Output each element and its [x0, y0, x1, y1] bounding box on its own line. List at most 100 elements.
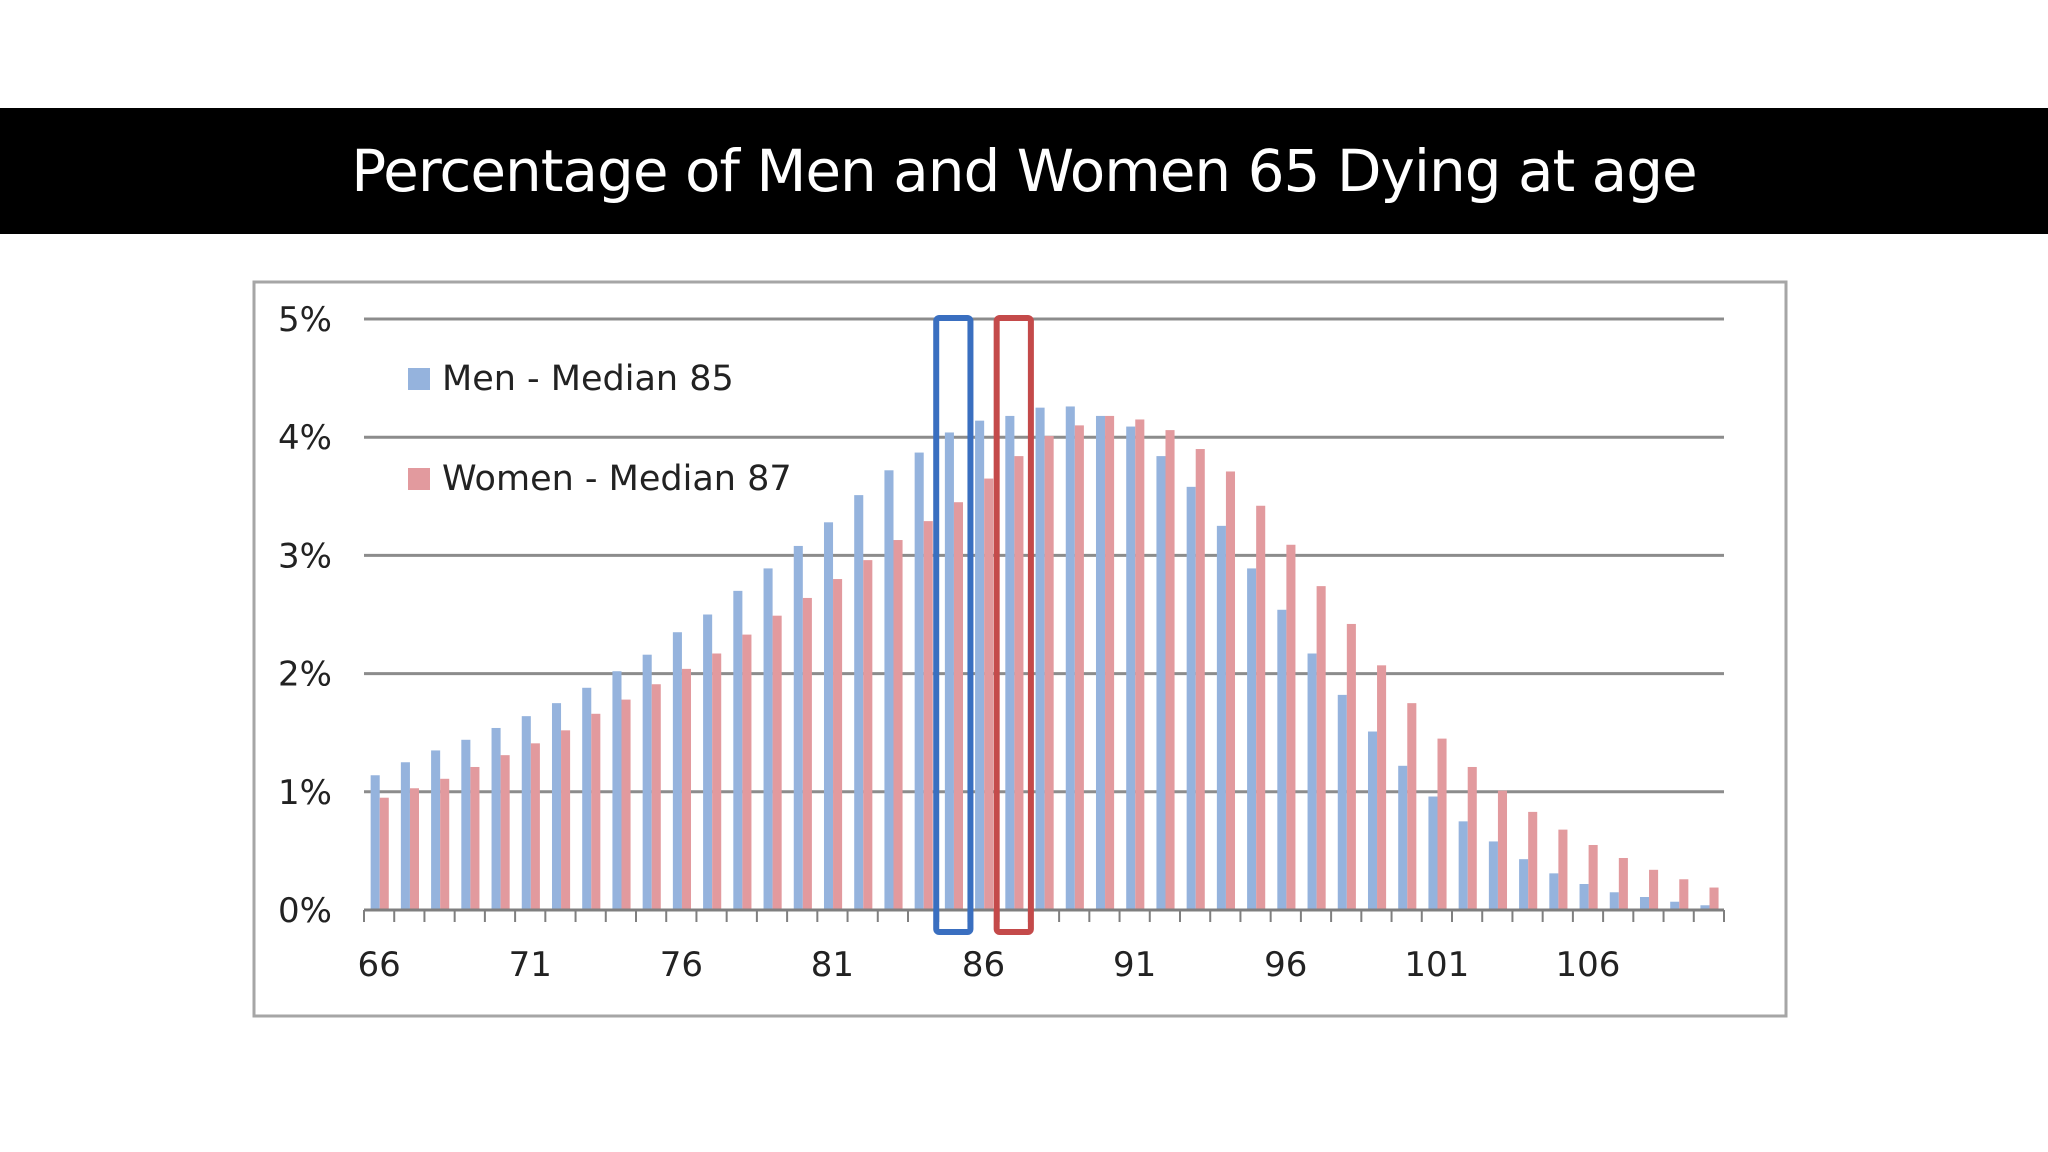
women-bar	[1225, 471, 1236, 910]
women-bar	[1346, 623, 1356, 910]
women-bar	[833, 579, 843, 910]
x-tick-label: 86	[962, 945, 1005, 985]
women-bar	[984, 478, 994, 910]
x-tick-label: 66	[357, 945, 400, 985]
women-bar	[530, 743, 540, 910]
y-tick-label: 5%	[278, 300, 332, 340]
legend-label-men: Men - Median 85	[442, 359, 734, 399]
men-bar	[1367, 731, 1378, 910]
men-bar	[1247, 568, 1257, 910]
title-bar: Percentage of Men and Women 65 Dying at …	[0, 108, 2048, 234]
women-bar	[1618, 857, 1628, 910]
men-bar	[1186, 486, 1196, 910]
women-bar	[591, 713, 601, 910]
men-bar	[370, 775, 380, 910]
men-bar	[703, 614, 713, 910]
women-bar	[1377, 665, 1387, 910]
men-bar	[1488, 841, 1498, 910]
men-bar	[793, 545, 803, 910]
women-bar	[1105, 415, 1115, 910]
y-tick-label: 4%	[278, 418, 332, 458]
bars	[370, 406, 1719, 910]
men-bar	[854, 495, 864, 910]
women-bar	[1558, 829, 1568, 910]
men-bar	[1277, 609, 1287, 910]
men-bar	[1307, 653, 1317, 910]
legend-swatch-men	[408, 368, 430, 390]
y-tick-label: 2%	[278, 655, 332, 695]
x-tick-label: 91	[1113, 945, 1156, 985]
women-bar	[1014, 456, 1024, 910]
men-bar	[582, 687, 592, 910]
men-bar	[642, 654, 652, 910]
men-bar	[1126, 426, 1136, 910]
x-axis: 66 71 76 81 86 91 96 101 106	[357, 908, 1725, 985]
men-median-highlight	[933, 315, 974, 935]
x-tick-label: 71	[509, 945, 552, 985]
women-bar	[953, 502, 964, 910]
women-bar	[621, 699, 631, 910]
y-tick-label: 0%	[278, 891, 332, 931]
women-bar	[1256, 505, 1266, 910]
slide-title: Percentage of Men and Women 65 Dying at …	[351, 137, 1697, 205]
x-tick-label: 101	[1404, 945, 1469, 985]
men-bar	[884, 470, 894, 910]
y-tick-label: 1%	[278, 773, 332, 813]
women-bar	[1044, 436, 1054, 910]
men-bar	[1700, 905, 1710, 910]
women-bar	[1286, 544, 1296, 910]
men-bar	[612, 671, 622, 910]
legend: Men - Median 85 Women - Median 87	[408, 359, 792, 499]
women-bar	[1649, 869, 1659, 910]
x-tick-label: 81	[811, 945, 854, 985]
men-bar	[1458, 821, 1468, 910]
women-bar	[863, 560, 873, 910]
women-bar	[1528, 811, 1538, 910]
men-bar	[1519, 859, 1529, 910]
men-bar	[400, 762, 410, 910]
men-bar	[823, 522, 834, 910]
women-bar	[561, 730, 571, 910]
women-bar	[923, 521, 933, 910]
women-bar	[1497, 790, 1508, 910]
men-bar	[672, 632, 682, 910]
men-bar	[944, 432, 954, 910]
women-bar	[1437, 738, 1447, 910]
men-bar	[1156, 456, 1166, 910]
x-tick-label: 76	[660, 945, 703, 985]
x-tick-label: 96	[1264, 945, 1307, 985]
men-bar	[1035, 407, 1045, 910]
women-bar	[1165, 430, 1175, 910]
men-bar	[491, 727, 501, 910]
men-bar	[1549, 873, 1559, 910]
women-bar	[802, 597, 812, 910]
women-bar	[651, 684, 661, 910]
women-bar	[470, 766, 480, 910]
men-bar	[1428, 796, 1438, 910]
men-bar	[1639, 896, 1650, 910]
men-bar	[1398, 765, 1408, 910]
women-bar	[1195, 449, 1205, 910]
women-bar	[1074, 425, 1084, 910]
men-bar	[1005, 415, 1015, 910]
women-bar	[500, 755, 510, 910]
men-bar	[551, 703, 562, 910]
legend-label-women: Women - Median 87	[442, 459, 792, 499]
men-bar	[1579, 883, 1589, 910]
men-bar	[1065, 406, 1075, 910]
men-bar	[1337, 694, 1347, 910]
median-highlights	[933, 315, 1034, 935]
women-bar	[1467, 766, 1477, 910]
x-tick-label: 106	[1556, 945, 1621, 985]
women-bar	[1135, 419, 1145, 910]
men-bar	[763, 568, 773, 910]
men-bar	[461, 739, 471, 910]
men-bar	[521, 716, 531, 910]
y-tick-label: 3%	[278, 536, 332, 576]
women-bar	[772, 615, 782, 910]
women-bar	[681, 668, 692, 910]
women-bar	[742, 634, 752, 910]
men-bar	[1670, 901, 1680, 910]
men-bar	[914, 452, 924, 910]
